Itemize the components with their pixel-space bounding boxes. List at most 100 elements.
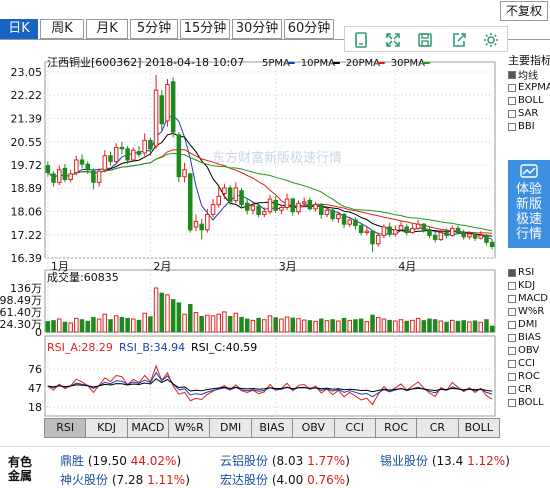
indicator-tab[interactable]: CCI	[333, 418, 376, 438]
checkbox[interactable]	[508, 109, 516, 118]
indicator-tab[interactable]: MACD	[126, 418, 170, 438]
checkbox[interactable]	[508, 385, 516, 394]
candle-body	[467, 233, 472, 238]
stock-chart[interactable]: 东方财富新版极速行情 江西铜业[600362] 2018-04-18 10:07…	[0, 40, 510, 460]
sector-stock-link[interactable]: 锡业股份 (13.4 1.12%)	[380, 454, 510, 468]
indicator-option[interactable]: BOLL	[508, 396, 548, 409]
period-tab[interactable]: 周K	[40, 19, 84, 39]
indicator-option[interactable]: CR	[508, 383, 548, 396]
candle-body	[387, 226, 392, 235]
indicator-tab[interactable]: RSI	[44, 418, 87, 438]
volume-bar	[182, 313, 187, 333]
checkbox[interactable]	[508, 320, 516, 329]
period-tab[interactable]: 月K	[86, 19, 128, 39]
indicator-option[interactable]: ROC	[508, 370, 548, 383]
checkbox[interactable]	[508, 294, 516, 303]
checkbox[interactable]	[508, 281, 516, 290]
indicator-option-label: ROC	[518, 371, 540, 382]
indicator-option[interactable]: KDJ	[508, 279, 548, 292]
indicator-option[interactable]: MACD	[508, 292, 548, 305]
candle-body	[284, 198, 290, 208]
volume-bar	[176, 302, 182, 333]
checkbox[interactable]	[508, 346, 516, 355]
checkbox[interactable]	[508, 96, 516, 105]
candle-body	[187, 173, 193, 231]
share-icon[interactable]	[449, 30, 469, 50]
checkbox[interactable]	[508, 268, 516, 277]
fullscreen-icon[interactable]	[383, 30, 403, 50]
indicator-tab[interactable]: OBV	[292, 418, 335, 438]
indicator-tab[interactable]: BOLL	[457, 418, 500, 438]
indicator-option[interactable]: W%R	[508, 305, 548, 318]
candle-body	[444, 232, 449, 236]
checkbox[interactable]	[508, 122, 516, 131]
volume-bar	[296, 318, 301, 333]
indicator-option[interactable]: EXPMA	[508, 81, 550, 94]
candle-body	[370, 230, 375, 245]
checkbox[interactable]	[508, 372, 516, 381]
indicator-option[interactable]: BOLL	[508, 94, 550, 107]
indicator-option[interactable]: BBI	[508, 120, 550, 133]
indicator-option[interactable]: SAR	[508, 107, 550, 120]
price-tick-label: 23.05	[11, 66, 43, 79]
indicator-tab[interactable]: CR	[416, 418, 459, 438]
indicator-tab[interactable]: W%R	[168, 418, 211, 438]
indicator-option[interactable]: RSI	[508, 266, 548, 279]
indicator-tab[interactable]: KDJ	[85, 418, 128, 438]
indicator-tab[interactable]: ROC	[374, 418, 418, 438]
checkbox[interactable]	[508, 398, 516, 407]
checkbox[interactable]	[508, 307, 516, 316]
rsi-tick-label: 18	[28, 401, 42, 414]
candle-body	[222, 187, 227, 194]
volume-bar	[467, 321, 472, 333]
volume-bar	[387, 319, 392, 333]
settings-icon[interactable]	[481, 30, 501, 50]
price-tick-label: 17.22	[11, 229, 43, 242]
upgrade-banner[interactable]: 体验新版极速行情	[508, 160, 550, 248]
candle-body	[273, 199, 278, 211]
period-tab[interactable]: 30分钟	[232, 19, 282, 39]
rsi-b-label: RSI_B:34.94	[119, 341, 185, 354]
period-tab[interactable]: 15分钟	[180, 19, 230, 39]
checkbox[interactable]	[508, 70, 516, 79]
sector-stock-link[interactable]: 云铝股份 (8.03 1.77%)	[220, 454, 350, 468]
indicator-option[interactable]: OBV	[508, 344, 548, 357]
candle-body	[193, 220, 199, 228]
period-tab[interactable]: 日K	[0, 19, 38, 39]
upgrade-text: 体验新版极速行情	[516, 182, 543, 242]
rsi-panel-frame	[44, 335, 496, 417]
candle-body	[290, 198, 296, 213]
period-tab[interactable]: 60分钟	[284, 19, 334, 39]
indicator-option[interactable]: CCI	[508, 357, 548, 370]
sector-stock-link[interactable]: 神火股份 (7.28 1.11%)	[60, 473, 190, 487]
candle-body	[74, 159, 79, 174]
fuquan-select[interactable]: 不复权	[500, 1, 548, 21]
indicator-tab[interactable]: BIAS	[250, 418, 294, 438]
sector-label[interactable]: 有色金属	[8, 455, 33, 483]
indicator-option[interactable]: DMI	[508, 318, 548, 331]
period-tab[interactable]: 5分钟	[130, 19, 178, 39]
checkbox[interactable]	[508, 83, 516, 92]
indicator-option[interactable]: 均线	[508, 68, 550, 82]
sector-stock-link[interactable]: 鼎胜 (19.50 44.02%)	[60, 454, 182, 468]
volume-bar	[262, 319, 267, 333]
checkbox[interactable]	[508, 359, 516, 368]
rsi-a-line	[47, 364, 493, 406]
indicator-tab[interactable]: DMI	[209, 418, 252, 438]
checkbox[interactable]	[508, 333, 516, 342]
save-icon[interactable]	[415, 30, 435, 50]
candle-body	[415, 223, 421, 229]
candle-body	[347, 219, 353, 225]
indicator-option[interactable]: BIAS	[508, 331, 548, 344]
stock-change: 1.11%	[147, 473, 186, 487]
tablet-icon[interactable]	[351, 30, 371, 50]
indicator-panel: 主要指标 均线 EXPMA BOLL SAR BBI RSI KDJ MACD W%R DMI B…	[508, 52, 550, 422]
candle-body	[165, 84, 170, 122]
indicator-tabs: RSI KDJ MACD W%R DMI BIAS OBV CCI ROC CR BOLL	[44, 418, 500, 438]
volume-bar	[102, 313, 108, 333]
candle-body	[62, 167, 68, 181]
sector-stock-link[interactable]: 宏达股份 (4.00 0.76%)	[220, 473, 350, 487]
volume-bar	[307, 320, 313, 333]
candle-body	[136, 151, 142, 155]
